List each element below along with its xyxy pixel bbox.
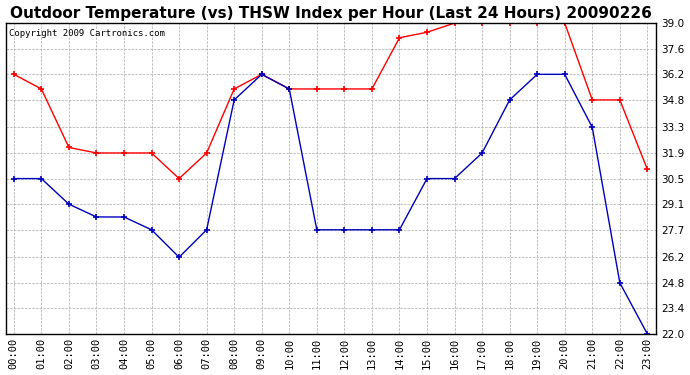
Title: Outdoor Temperature (vs) THSW Index per Hour (Last 24 Hours) 20090226: Outdoor Temperature (vs) THSW Index per … (10, 6, 651, 21)
Text: Copyright 2009 Cartronics.com: Copyright 2009 Cartronics.com (9, 29, 165, 38)
